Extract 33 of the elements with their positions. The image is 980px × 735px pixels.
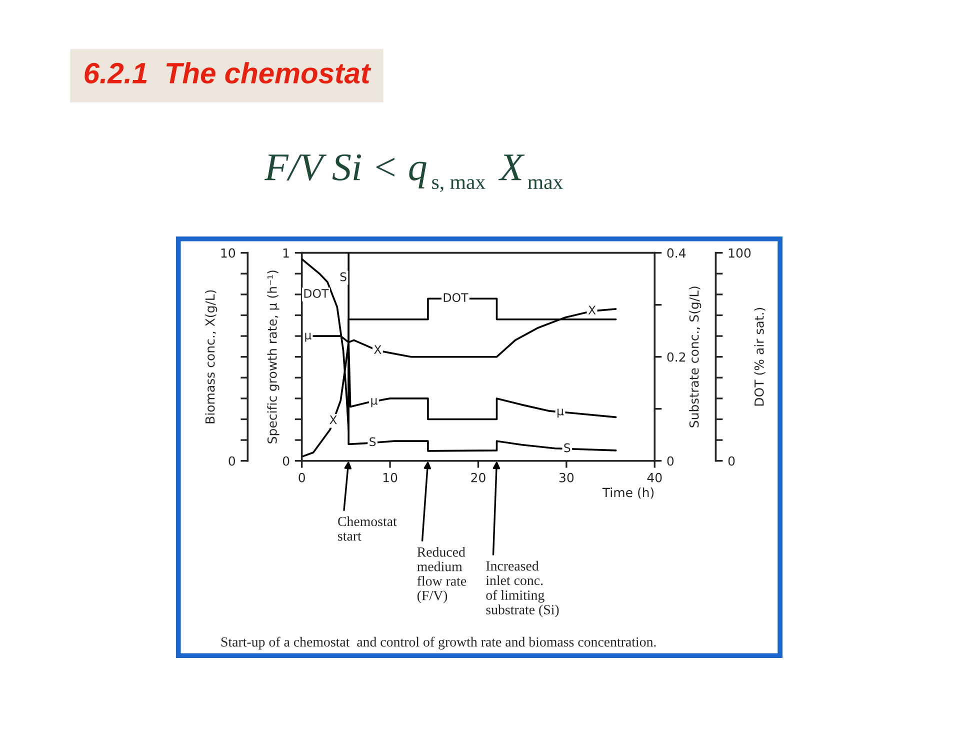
chart-title: 6.2.1 The chemostat (84, 62, 372, 84)
series-label: µ (371, 398, 378, 408)
text: Start-up of a chemostat and control of growth rate and biomass concentration. (221, 636, 656, 650)
x-tick-label: 0 (298, 472, 305, 482)
x-tick-label: 40 (647, 472, 662, 482)
x-tick-label: 30 (559, 472, 574, 482)
text: S (564, 443, 570, 452)
series-label: X (330, 416, 337, 424)
text: µ (558, 408, 564, 418)
y-tick-label: 0.2 (667, 352, 686, 362)
y2-tick-label: 100 (728, 248, 751, 258)
y2-axis-title: Specific growth rate, µ (h⁻¹) (267, 270, 280, 444)
text: DOT (304, 288, 329, 298)
y2-tick-label: 1 (283, 248, 289, 258)
y-tick-label: 0.4 (667, 248, 686, 258)
y-axis-title: Substrate conc., S(g/L) (689, 286, 702, 428)
x-axis-title: Time (h) (602, 488, 654, 499)
text: Increased inlet conc. of limiting substrate (Si) (486, 560, 559, 618)
text: µ (305, 332, 312, 342)
y2-axis-title: DOT (% air sat.) (754, 308, 766, 406)
text: Chemostat start (338, 516, 397, 541)
text: X (374, 345, 382, 354)
text: X (588, 306, 596, 314)
y-axis-title: Biomass conc., X(g/L) (205, 290, 218, 424)
text: S (340, 272, 346, 282)
text: Reduced medium flow rate (F/V) (417, 546, 466, 604)
y-tick-label: 0 (667, 456, 674, 466)
y2-tick-label: 0 (728, 456, 735, 466)
y2-tick-label: 0 (282, 456, 290, 466)
x-tick-label: 10 (383, 472, 398, 482)
series-label: DOT (444, 293, 468, 302)
series-label: S (370, 437, 376, 446)
x-tick-label: 20 (471, 472, 486, 482)
